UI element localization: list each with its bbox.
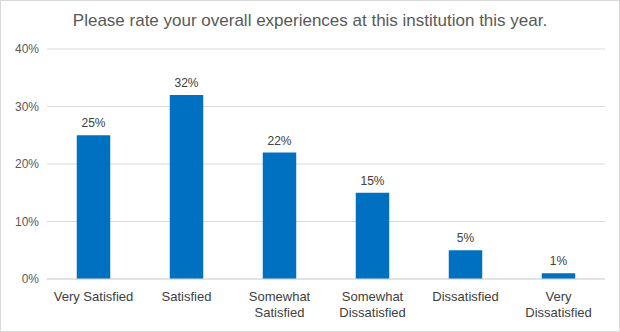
svg-text:Very Satisfied: Very Satisfied <box>54 289 134 304</box>
svg-text:10%: 10% <box>15 215 39 229</box>
svg-text:25%: 25% <box>81 116 105 130</box>
svg-text:15%: 15% <box>360 174 384 188</box>
svg-text:Dissatisfied: Dissatisfied <box>432 289 498 304</box>
svg-text:22%: 22% <box>267 134 291 148</box>
svg-text:5%: 5% <box>457 231 475 245</box>
svg-text:30%: 30% <box>15 100 39 114</box>
svg-text:40%: 40% <box>15 42 39 56</box>
svg-text:SomewhatDissatisfied: SomewhatDissatisfied <box>339 289 405 320</box>
svg-text:SomewhatSatisfied: SomewhatSatisfied <box>249 289 311 320</box>
svg-text:0%: 0% <box>22 272 40 286</box>
svg-text:Satisfied: Satisfied <box>162 289 212 304</box>
svg-text:1%: 1% <box>550 254 568 268</box>
svg-text:32%: 32% <box>174 76 198 90</box>
svg-text:20%: 20% <box>15 157 39 171</box>
html-text:Please rate your overall exper: Please rate your overall experiences at … <box>72 11 548 30</box>
svg-text:VeryDissatisfied: VeryDissatisfied <box>525 289 591 320</box>
